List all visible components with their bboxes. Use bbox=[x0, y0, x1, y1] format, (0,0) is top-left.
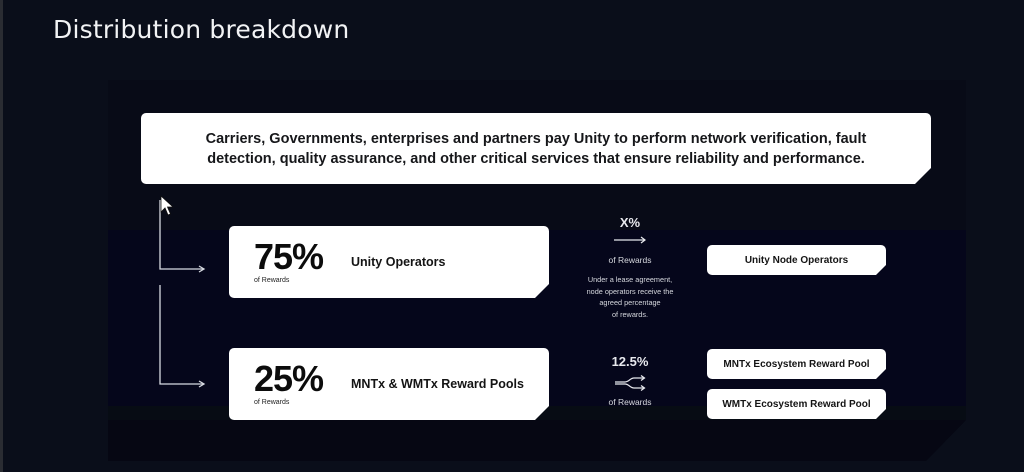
flow-note-line: agreed percentage bbox=[599, 298, 661, 307]
connector-to-reward-pools bbox=[159, 285, 206, 388]
share-card-reward-pools: 25% of Rewards MNTx & WMTx Reward Pools bbox=[229, 348, 549, 420]
flow-note-line: Under a lease agreement, bbox=[587, 275, 673, 284]
diagram-band-bottom bbox=[108, 420, 966, 461]
window-edge bbox=[0, 0, 3, 472]
split-arrow-icon bbox=[615, 375, 646, 391]
share-card-unity-operators: 75% of Rewards Unity Operators bbox=[229, 226, 549, 298]
share-percent: 75% bbox=[254, 236, 324, 277]
dest-label: MNTx Ecosystem Reward Pool bbox=[723, 358, 870, 370]
flow-operators: X% of Rewards Under a lease agreement, n… bbox=[570, 215, 690, 320]
flow-note-line: node operators receive the bbox=[586, 286, 674, 296]
connector-to-operators bbox=[159, 200, 206, 273]
intro-text: Carriers, Governments, enterprises and p… bbox=[205, 130, 867, 167]
intro-card: Carriers, Governments, enterprises and p… bbox=[141, 113, 931, 184]
share-sub: of Rewards bbox=[254, 399, 290, 406]
mouse-cursor-icon bbox=[160, 195, 175, 216]
dest-label: WMTx Ecosystem Reward Pool bbox=[722, 398, 871, 410]
dest-wmtx-pool: WMTx Ecosystem Reward Pool bbox=[707, 389, 886, 419]
flow-sub: of Rewards bbox=[608, 397, 652, 407]
arrow-right-icon bbox=[614, 236, 646, 244]
flow-note: Under a lease agreement, node operators … bbox=[570, 274, 690, 320]
flow-reward-pools: 12.5% of Rewards bbox=[570, 354, 690, 407]
share-label: Unity Operators bbox=[351, 255, 446, 269]
flow-note-line: of rewards. bbox=[611, 309, 649, 319]
share-sub: of Rewards bbox=[254, 277, 290, 284]
flow-percent: X% bbox=[619, 215, 641, 230]
flow-percent: 12.5% bbox=[611, 354, 649, 369]
flow-sub: of Rewards bbox=[608, 255, 652, 265]
dest-mntx-pool: MNTx Ecosystem Reward Pool bbox=[707, 349, 886, 379]
page-title: Distribution breakdown bbox=[53, 15, 350, 44]
share-label: MNTx & WMTx Reward Pools bbox=[351, 377, 524, 391]
dest-label: Unity Node Operators bbox=[744, 254, 849, 266]
dest-unity-node-operators: Unity Node Operators bbox=[707, 245, 886, 275]
share-percent: 25% bbox=[254, 358, 324, 399]
